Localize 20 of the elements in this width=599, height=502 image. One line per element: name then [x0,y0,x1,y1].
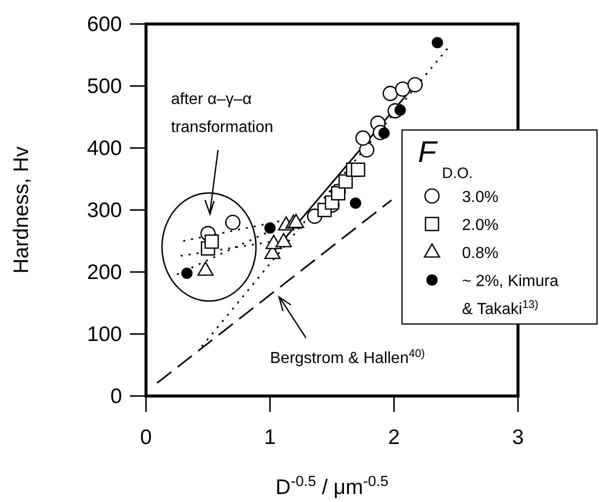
y-tick-label: 300 [86,199,122,222]
y-tick-label: 500 [86,75,122,98]
annotation: after α–γ–α transformation [171,91,274,136]
legend-title: FD.O. [418,136,473,182]
x-axis-title: D$^{-0.5}$ / μm$^{-0.5}$ [276,474,388,499]
legend-label: 0.8% [462,245,498,262]
y-tick-label: 200 [86,261,122,284]
legend-label: 2.0% [462,217,498,234]
y-tick-label: 600 [86,13,122,36]
annotation: Bergstrom & Hallen$^{40)}$ [270,348,426,367]
x-tick-label: 2 [388,426,400,449]
y-tick-label: 400 [86,137,122,160]
y-tick-label: 100 [86,323,122,346]
x-tick-label: 3 [512,426,524,449]
y-axis-title: Hardness, Hv [10,146,33,274]
y-tick-label: 0 [110,385,122,408]
legend-label: 3.0% [462,189,498,206]
x-tick-label: 0 [140,426,152,449]
legend-label: ~ 2%, Kimura & Takaki$^{13)}$ [462,273,559,318]
x-tick-label: 1 [264,426,276,449]
